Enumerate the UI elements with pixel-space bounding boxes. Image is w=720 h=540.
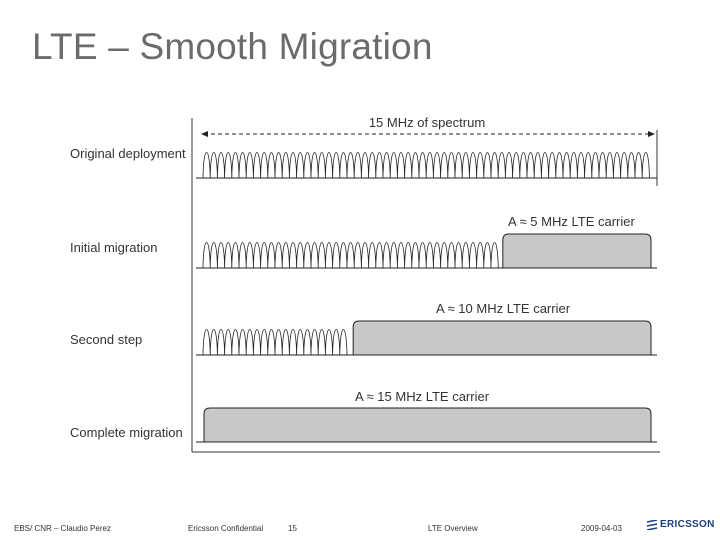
narrowband-carriers	[202, 329, 348, 356]
spectrum-label: 15 MHz of spectrum	[369, 115, 485, 130]
footer-page-number: 15	[288, 524, 297, 533]
footer-org: EBS/ CNR – Claudio Perez	[14, 524, 111, 533]
narrowband-carriers	[202, 242, 499, 269]
narrowband-carriers	[202, 152, 650, 179]
spectrum-row-complete	[196, 407, 657, 443]
ericsson-logo-text: ERICSSON	[660, 519, 715, 530]
spectrum-row-initial	[196, 233, 657, 269]
ericsson-logo-icon	[646, 519, 658, 530]
lte-carrier-block	[352, 320, 652, 356]
spectrum-width-arrow	[201, 131, 655, 137]
lte-carrier-block	[203, 407, 652, 443]
spectrum-row-original	[196, 152, 657, 179]
footer-topic: LTE Overview	[428, 524, 478, 533]
row-label-second: Second step	[70, 332, 142, 347]
diagram-frame	[191, 118, 660, 453]
row-label-complete: Complete migration	[70, 425, 183, 440]
footer-confidentiality: Ericsson Confidential	[188, 524, 264, 533]
lte-carrier-block	[502, 233, 652, 269]
lte-label-second: A ≈ 10 MHz LTE carrier	[436, 301, 571, 316]
footer-date: 2009-04-03	[581, 524, 622, 533]
spectrum-row-second	[196, 320, 657, 356]
slide-title: LTE – Smooth Migration	[32, 26, 433, 67]
lte-label-complete: A ≈ 15 MHz LTE carrier	[355, 389, 490, 404]
ericsson-logo: ERICSSON	[646, 519, 715, 530]
row-label-initial: Initial migration	[70, 240, 157, 255]
row-label-original: Original deployment	[70, 146, 186, 161]
lte-label-initial: A ≈ 5 MHz LTE carrier	[508, 214, 635, 229]
